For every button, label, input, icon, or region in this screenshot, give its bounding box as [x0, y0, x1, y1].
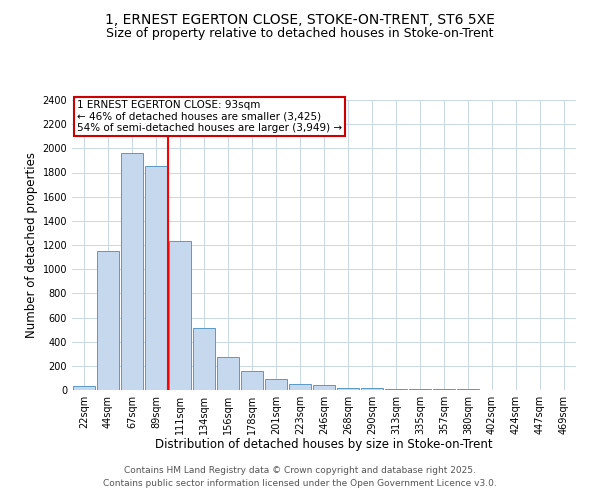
Bar	[241, 372, 263, 390]
Bar	[289, 384, 311, 390]
Text: Size of property relative to detached houses in Stoke-on-Trent: Size of property relative to detached ho…	[106, 28, 494, 40]
Bar	[73, 386, 95, 390]
Bar	[265, 379, 287, 390]
Bar	[193, 328, 215, 390]
Text: Contains HM Land Registry data © Crown copyright and database right 2025.
Contai: Contains HM Land Registry data © Crown c…	[103, 466, 497, 487]
Bar	[97, 251, 119, 390]
Text: 1 ERNEST EGERTON CLOSE: 93sqm
← 46% of detached houses are smaller (3,425)
54% o: 1 ERNEST EGERTON CLOSE: 93sqm ← 46% of d…	[77, 100, 342, 133]
Bar	[409, 389, 431, 390]
Y-axis label: Number of detached properties: Number of detached properties	[25, 152, 38, 338]
Bar	[169, 242, 191, 390]
Bar	[361, 388, 383, 390]
Bar	[313, 385, 335, 390]
X-axis label: Distribution of detached houses by size in Stoke-on-Trent: Distribution of detached houses by size …	[155, 438, 493, 452]
Bar	[337, 388, 359, 390]
Bar	[145, 166, 167, 390]
Bar	[385, 389, 407, 390]
Bar	[217, 357, 239, 390]
Text: 1, ERNEST EGERTON CLOSE, STOKE-ON-TRENT, ST6 5XE: 1, ERNEST EGERTON CLOSE, STOKE-ON-TRENT,…	[105, 12, 495, 26]
Bar	[121, 153, 143, 390]
